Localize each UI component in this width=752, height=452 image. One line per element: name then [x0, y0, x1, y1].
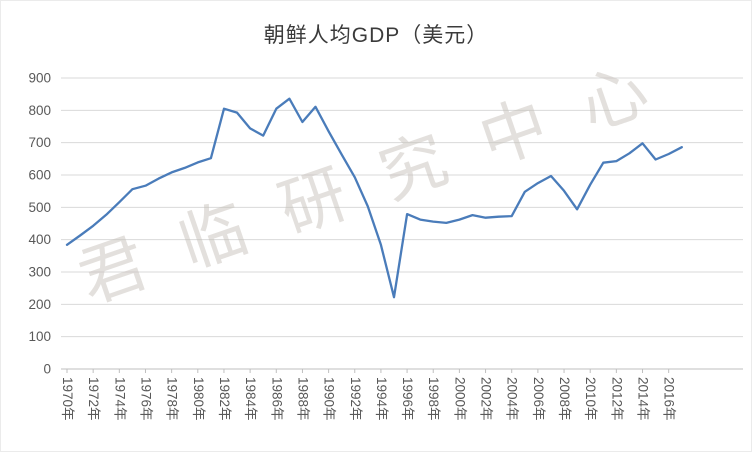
x-axis-tick-label: 2016年: [662, 377, 677, 421]
data-line: [65, 97, 683, 299]
x-axis-tick-label: 1986年: [269, 377, 284, 421]
chart-title: 朝鲜人均GDP（美元）: [263, 24, 489, 47]
x-axis-tick-label: 1984年: [243, 377, 258, 421]
x-axis-tick-label: 2008年: [557, 377, 572, 421]
x-axis-tick-label: 1982年: [217, 377, 232, 421]
x-axis-tick-label: 1992年: [348, 377, 363, 421]
x-axis-tick-label: 1970年: [60, 377, 75, 421]
x-axis-tick-label: 2010年: [583, 377, 598, 421]
y-axis-tick-label: 0: [43, 362, 51, 377]
x-axis-tick-label: 2004年: [505, 377, 520, 421]
y-axis-tick-label: 900: [28, 71, 51, 86]
y-axis-tick-label: 500: [28, 200, 51, 215]
x-axis-tick-label: 1996年: [400, 377, 415, 421]
x-axis-tick-label: 1988年: [295, 377, 310, 421]
x-axis-tick-label: 1976年: [138, 377, 153, 421]
y-axis-tick-label: 600: [28, 168, 51, 183]
y-axis-tick-label: 100: [28, 329, 51, 344]
y-axis-tick-label: 700: [28, 135, 51, 150]
x-axis-tick-label: 2000年: [452, 377, 467, 421]
x-axis-tick-label: 2002年: [479, 377, 494, 421]
x-axis-tick-label: 1998年: [426, 377, 441, 421]
y-axis-tick-label: 800: [28, 103, 51, 118]
y-axis-tick-label: 200: [28, 297, 51, 312]
y-axis-tick-label: 300: [28, 265, 51, 280]
x-axis-tick-label: 2012年: [609, 377, 624, 421]
x-axis-tick-label: 1980年: [191, 377, 206, 421]
x-axis-tick-label: 2014年: [636, 377, 651, 421]
y-axis-tick-label: 400: [28, 232, 51, 247]
x-axis-tick-label: 1974年: [112, 377, 127, 421]
x-axis-tick-label: 1994年: [374, 377, 389, 421]
watermark: 君临研究中心: [69, 39, 694, 316]
x-axis-tick-label: 1978年: [165, 377, 180, 421]
x-axis-tick-label: 1972年: [86, 377, 101, 421]
x-axis-tick-label: 2006年: [531, 377, 546, 421]
x-axis-tick-label: 1990年: [322, 377, 337, 421]
